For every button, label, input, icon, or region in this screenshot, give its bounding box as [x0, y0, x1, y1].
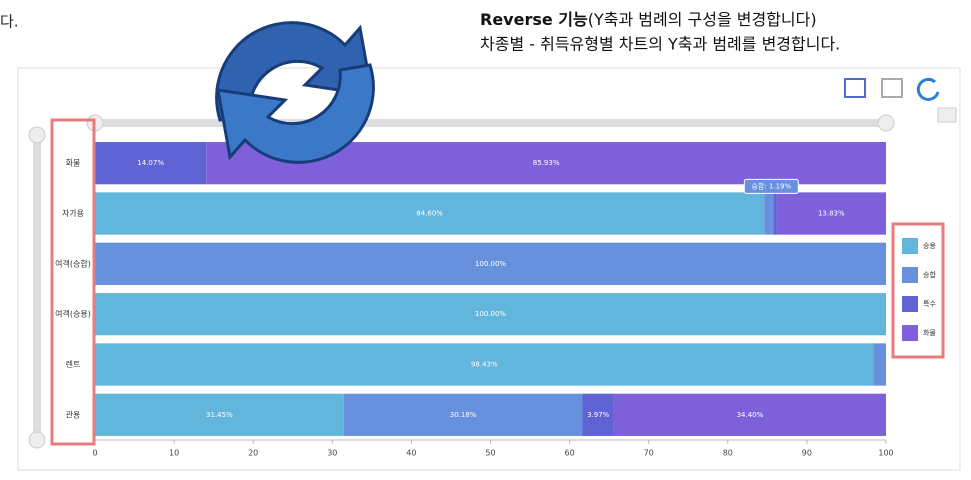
legend-swatch	[902, 267, 918, 283]
bar-segment	[343, 393, 583, 436]
highlight-box	[891, 222, 945, 359]
heading-rest: (Y축과 범례의 구성을 변경합니다)	[588, 10, 817, 29]
data-label: 14.07%	[137, 159, 164, 167]
bar-segment	[95, 192, 765, 235]
text-fragment: 다.	[0, 13, 19, 31]
bar-segment	[95, 393, 344, 436]
x-tick-label: 70	[644, 449, 654, 458]
data-label: 100.00%	[475, 310, 506, 318]
heading: Reverse 기능(Y축과 범례의 구성을 변경합니다)	[480, 10, 817, 29]
bar-segment	[95, 293, 886, 336]
tooltip: 승합: 1.19%	[751, 181, 791, 190]
data-label: 30.18%	[450, 411, 477, 419]
legend-swatch	[902, 325, 918, 341]
x-tick-label: 80	[723, 449, 733, 458]
x-tick-label: 100	[878, 449, 893, 458]
highlight-box	[50, 118, 96, 446]
y-tick-label: 렌트	[66, 359, 81, 369]
subheading: 차종별 - 취득유형별 차트의 Y축과 범례를 변경합니다.	[480, 35, 840, 54]
data-label: 13.83%	[818, 210, 845, 218]
heading-bold: Reverse 기능	[480, 10, 588, 29]
x-tick-label: 0	[92, 449, 97, 458]
bar-segment	[95, 142, 207, 185]
data-label: 98.43%	[471, 361, 498, 369]
toolbar	[844, 77, 940, 101]
minimize-button[interactable]	[937, 107, 957, 123]
bar-segment	[95, 343, 874, 386]
legend-label: 특수	[923, 300, 936, 308]
legend-swatch	[902, 238, 918, 254]
reverse-button[interactable]	[916, 77, 940, 101]
bar-segment	[873, 343, 886, 386]
refresh-icon	[215, 21, 375, 164]
y-tick-label: 화물	[66, 159, 81, 168]
y-tick-label: 여객(승용)	[55, 309, 91, 319]
x-tick-label: 20	[248, 449, 258, 458]
x-tick-label: 60	[565, 449, 575, 458]
bar-segment	[773, 192, 777, 235]
plot: 0 10 20 30 40 50 60 70 80 90 100 화물 14.07% 85.93% 자가용 8…	[55, 142, 936, 458]
slider-handle[interactable]	[28, 431, 46, 449]
x-tick-label: 90	[802, 449, 812, 458]
data-label: 3.97%	[587, 411, 610, 419]
slider-handle[interactable]	[28, 126, 46, 144]
legend-label: 승용	[923, 242, 936, 250]
data-label: 31.45%	[206, 411, 233, 419]
data-label: 34.40%	[737, 411, 764, 419]
bar-segment	[764, 192, 774, 235]
x-tick-label: 50	[485, 449, 495, 458]
data-label: 84.60%	[416, 210, 443, 218]
y-tick-label: 자가용	[62, 209, 84, 218]
legend-swatch	[902, 296, 918, 312]
stack-button[interactable]	[844, 78, 866, 98]
legend-label: 승합	[923, 270, 936, 279]
bar-segment	[776, 192, 886, 235]
data-label: 85.93%	[533, 159, 560, 167]
x-tick-label: 10	[169, 449, 179, 458]
y-tick-label: 관용	[66, 409, 81, 419]
y-tick-label: 여객(승합)	[55, 258, 91, 268]
x-tick-label: 30	[327, 449, 337, 458]
legend-label: 화물	[923, 329, 936, 337]
bar-segment	[613, 393, 886, 436]
group-button[interactable]	[881, 78, 903, 98]
data-label: 100.00%	[475, 260, 506, 268]
slider-handle[interactable]	[877, 114, 895, 132]
bar-segment	[582, 393, 614, 436]
tooltip-box	[743, 178, 799, 194]
bar-segment	[95, 242, 886, 285]
x-tick-label: 40	[406, 449, 416, 458]
